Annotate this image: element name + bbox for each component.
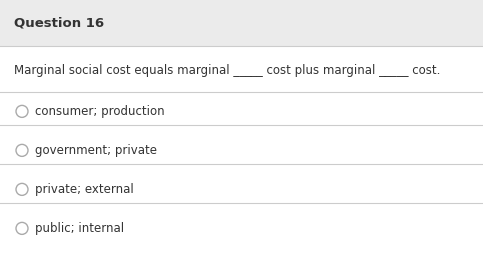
Text: public; internal: public; internal xyxy=(35,222,124,235)
Text: Question 16: Question 16 xyxy=(14,17,104,30)
Text: private; external: private; external xyxy=(35,183,134,196)
Text: consumer; production: consumer; production xyxy=(35,105,165,118)
Bar xyxy=(0,46,483,265)
Bar xyxy=(0,0,483,46)
Text: government; private: government; private xyxy=(35,144,157,157)
Text: Marginal social cost equals marginal _____ cost plus marginal _____ cost.: Marginal social cost equals marginal ___… xyxy=(14,64,440,77)
